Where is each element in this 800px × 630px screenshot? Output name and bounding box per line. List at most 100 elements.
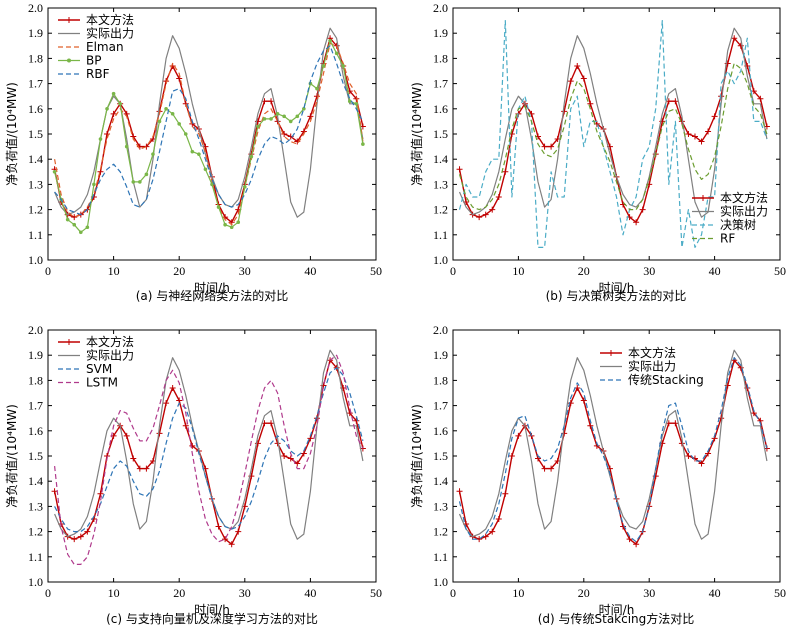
data-point — [157, 119, 162, 124]
legend-label: 本文方法 — [628, 345, 676, 360]
x-tick-label: 50 — [370, 264, 382, 278]
data-point — [307, 113, 314, 120]
x-tick-label: 10 — [512, 264, 524, 278]
y-tick-label: 1.3 — [28, 499, 43, 513]
legend-label: 决策树 — [720, 217, 756, 232]
data-point — [203, 167, 208, 172]
series-line — [458, 359, 768, 545]
data-point — [281, 131, 288, 137]
data-point — [347, 99, 352, 104]
data-point — [456, 488, 463, 495]
data-point — [282, 114, 286, 119]
y-tick-label: 2.0 — [433, 1, 448, 15]
y-axis-label: 净负荷值/(10⁴MW) — [409, 404, 424, 508]
data-point — [567, 78, 574, 85]
panel-caption: (a) 与神经网络类方法的对比 — [136, 288, 289, 303]
data-point — [718, 93, 725, 100]
data-point — [302, 107, 306, 111]
x-tick-label: 30 — [643, 586, 655, 600]
legend-label: 实际出力 — [628, 359, 676, 374]
panel-caption: (c) 与支持向量机及深度学习方法的对比 — [106, 611, 318, 626]
data-point — [495, 194, 502, 200]
data-point — [51, 488, 58, 495]
series-line — [458, 357, 768, 543]
legend-label: 传统Stacking — [628, 372, 704, 387]
data-point — [65, 217, 70, 222]
data-point — [182, 422, 189, 429]
y-tick-label: 1.9 — [28, 348, 43, 362]
data-point — [216, 205, 221, 209]
data-point — [287, 455, 294, 462]
data-point — [587, 100, 594, 107]
data-point — [354, 101, 359, 106]
data-point — [685, 453, 692, 459]
data-point — [502, 168, 509, 175]
y-tick-label: 1.0 — [433, 575, 448, 589]
y-tick-label: 1.1 — [433, 228, 448, 242]
data-point — [235, 528, 242, 535]
y-tick-label: 1.0 — [433, 253, 448, 267]
y-tick-label: 1.6 — [28, 102, 43, 116]
data-point — [502, 490, 509, 497]
data-point — [685, 131, 692, 137]
x-tick-label: 50 — [370, 586, 382, 600]
legend-marker — [700, 195, 706, 201]
data-point — [508, 453, 515, 459]
data-point — [711, 113, 718, 120]
legend-label: 本文方法 — [86, 334, 134, 349]
y-tick-label: 2.0 — [28, 323, 43, 337]
data-point — [124, 144, 129, 149]
y-tick-label: 2.0 — [433, 323, 448, 337]
data-point — [321, 64, 326, 68]
data-point — [567, 400, 574, 407]
legend-label: 实际出力 — [86, 348, 134, 363]
y-tick-label: 1.3 — [28, 177, 43, 191]
data-point — [633, 219, 640, 226]
data-point — [97, 490, 104, 497]
data-point — [587, 422, 594, 429]
data-point — [169, 384, 176, 391]
x-axis-label: 时间/h — [599, 603, 635, 617]
legend-label: RBF — [86, 67, 110, 81]
x-tick-label: 30 — [239, 264, 251, 278]
series-line — [54, 349, 364, 540]
y-tick-label: 1.3 — [433, 177, 448, 191]
plot-frame — [452, 329, 781, 583]
data-point — [295, 114, 300, 119]
y-tick-label: 1.8 — [433, 51, 448, 65]
series-line — [458, 27, 768, 218]
chart-panel-3: 0 10 20 30 40 50 1.0 1.1 1.2 1.3 1.4 1.5 1.6 1.7 1.8 1.… — [4, 323, 382, 626]
data-point — [353, 95, 360, 102]
y-tick-label: 1.1 — [28, 228, 43, 242]
y-tick-label: 1.1 — [433, 550, 448, 564]
legend-label: BP — [86, 54, 101, 68]
x-tick-label: 20 — [173, 586, 185, 600]
data-point — [144, 172, 149, 177]
data-point — [136, 465, 143, 472]
data-point — [123, 432, 130, 439]
legend-marker — [66, 17, 72, 23]
data-point — [346, 410, 353, 417]
x-tick-label: 30 — [239, 586, 251, 600]
y-tick-label: 1.5 — [28, 127, 43, 141]
y-tick-label: 1.7 — [433, 77, 448, 91]
data-point — [489, 206, 496, 213]
data-point — [156, 430, 163, 437]
data-point — [626, 536, 633, 543]
data-point — [215, 523, 222, 530]
x-axis-label: 时间/h — [194, 281, 230, 295]
data-point — [130, 455, 137, 462]
data-point — [236, 220, 241, 224]
x-tick-label: 40 — [304, 586, 316, 600]
series-line — [458, 20, 768, 248]
data-point — [541, 465, 548, 472]
data-point — [300, 450, 307, 457]
y-tick-label: 1.6 — [433, 102, 448, 116]
data-point — [548, 143, 555, 150]
y-tick-label: 1.9 — [28, 26, 43, 40]
data-point — [313, 415, 320, 422]
data-point — [328, 38, 332, 43]
data-point — [281, 453, 288, 459]
